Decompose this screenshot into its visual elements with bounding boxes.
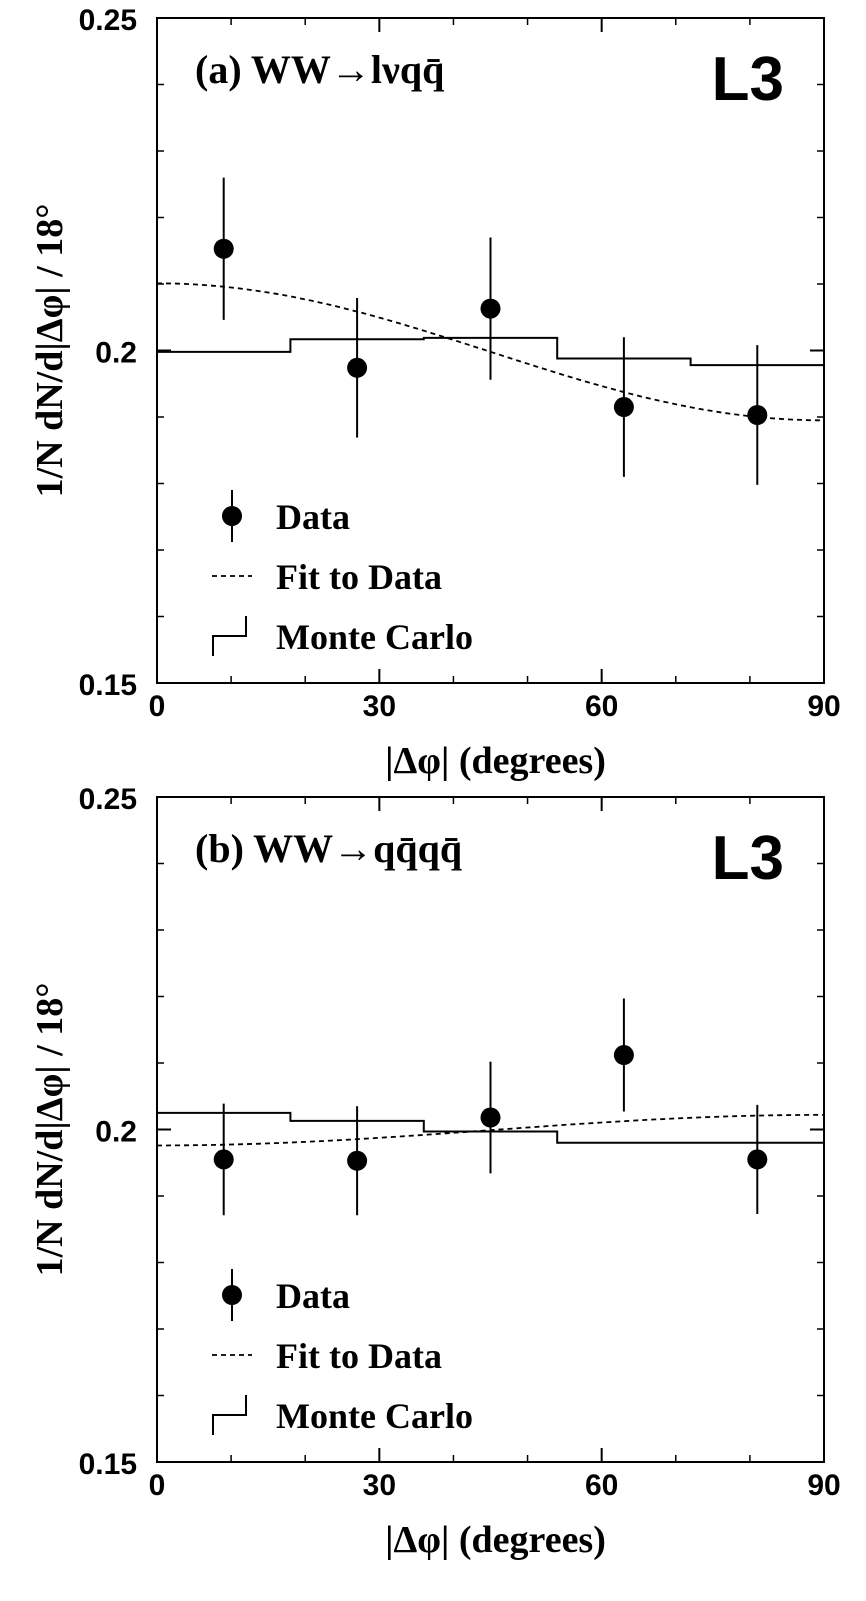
x-tick-label: 90 (807, 690, 840, 723)
data-point (347, 357, 368, 378)
x-tick-label: 0 (149, 690, 166, 723)
legend-label-monte-carlo: Monte Carlo (276, 617, 473, 657)
y-axis-title: 1/N dN/d|Δφ| / 18° (29, 983, 71, 1277)
legend-label-fit: Fit to Data (276, 557, 442, 597)
data-point (213, 1149, 234, 1170)
y-axis-title: 1/N dN/d|Δφ| / 18° (29, 204, 71, 498)
legend-label-data: Data (276, 1276, 350, 1316)
panel-title: (b) WW→qq̄qq̄ (195, 826, 462, 871)
panel-title: (a) WW→lνqq̄ (195, 47, 444, 92)
legend-monte-carlo-symbol (212, 1395, 247, 1435)
legend-label-data: Data (276, 497, 350, 537)
x-tick-label: 30 (363, 1469, 396, 1502)
experiment-logo: L3 (712, 824, 784, 893)
legend-data-symbol (222, 1285, 242, 1305)
x-tick-label: 30 (363, 690, 396, 723)
data-point (747, 1149, 768, 1170)
legend: Data Fit to Data Monte Carlo (212, 490, 473, 657)
data-point (480, 298, 501, 319)
legend-label-fit: Fit to Data (276, 1336, 442, 1376)
x-tick-label: 60 (585, 1469, 618, 1502)
y-tick-label: 0.15 (79, 669, 137, 702)
data-point (613, 397, 634, 418)
chart-panel-b: 0 30 60 90 0.15 0.2 0.25 |Δφ| (degrees) 1/N dN/d… (29, 783, 841, 1561)
monte-carlo-histogram (157, 1111, 824, 1144)
y-tick-label: 0.25 (79, 783, 137, 816)
y-tick-label: 0.2 (95, 1116, 137, 1149)
legend-label-monte-carlo: Monte Carlo (276, 1396, 473, 1436)
data-point (613, 1045, 634, 1066)
x-tick-label: 90 (807, 1469, 840, 1502)
legend-data-symbol (222, 506, 242, 526)
x-tick-label: 60 (585, 690, 618, 723)
experiment-logo: L3 (712, 45, 784, 114)
chart-panel-a: 0 30 60 90 0.15 0.2 0.25 |Δφ| (degrees) 1/N dN/d… (29, 4, 841, 782)
legend-monte-carlo-symbol (212, 616, 247, 656)
data-point (747, 405, 768, 426)
x-axis-title: |Δφ| (degrees) (385, 740, 606, 782)
y-tick-label: 0.25 (79, 4, 137, 37)
data-point (347, 1150, 368, 1171)
y-tick-label: 0.2 (95, 337, 137, 370)
data-point (213, 238, 234, 259)
y-tick-label: 0.15 (79, 1448, 137, 1481)
x-axis-title: |Δφ| (degrees) (385, 1519, 606, 1561)
legend: Data Fit to Data Monte Carlo (212, 1269, 473, 1436)
x-tick-label: 0 (149, 1469, 166, 1502)
data-point (480, 1107, 501, 1128)
